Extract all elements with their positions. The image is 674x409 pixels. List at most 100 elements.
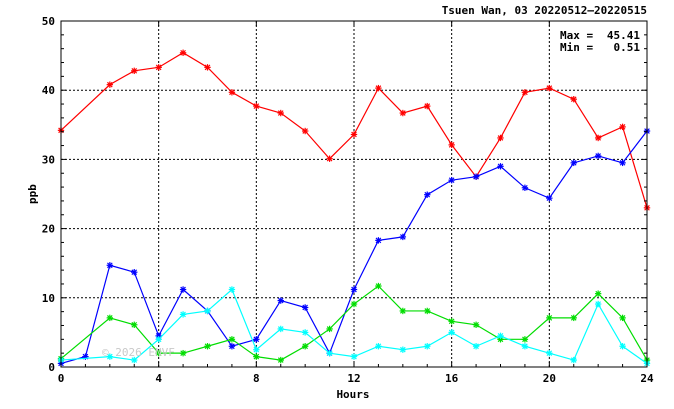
data-point <box>228 336 236 343</box>
data-point <box>619 159 626 167</box>
min-value: 0.51 <box>614 41 641 54</box>
y-tick-label: 30 <box>42 153 55 166</box>
chart-title: Tsuen Wan, 03 20220512–20220515 <box>442 4 647 17</box>
data-point <box>546 314 553 322</box>
data-point <box>570 95 577 103</box>
data-point <box>228 286 236 293</box>
data-point <box>570 356 577 364</box>
data-point <box>399 109 407 117</box>
data-point <box>277 109 284 117</box>
data-point <box>131 356 138 364</box>
data-point <box>594 134 602 142</box>
y-tick-label: 40 <box>42 84 55 97</box>
data-point <box>155 349 162 357</box>
data-point <box>253 102 260 110</box>
y-tick-label: 50 <box>42 15 55 28</box>
x-tick-label: 4 <box>155 372 162 385</box>
data-point <box>326 155 333 162</box>
data-point <box>228 343 236 350</box>
data-point <box>253 346 260 353</box>
data-point <box>399 233 407 241</box>
data-point <box>301 343 309 350</box>
data-point <box>594 152 602 160</box>
y-axis-label: ppb <box>26 184 39 204</box>
y-tick-label: 20 <box>42 223 55 236</box>
data-point <box>301 304 309 311</box>
x-tick-label: 16 <box>445 372 459 385</box>
data-point <box>375 343 382 350</box>
data-point <box>179 49 187 56</box>
data-point <box>424 343 431 350</box>
data-point <box>448 329 455 336</box>
data-point <box>472 173 480 180</box>
y-tick-label: 10 <box>42 292 55 305</box>
data-point <box>277 325 284 333</box>
data-point <box>546 194 553 202</box>
data-point <box>399 307 407 315</box>
data-point <box>179 311 187 318</box>
data-point <box>253 336 260 343</box>
x-tick-label: 20 <box>543 372 556 385</box>
data-point <box>131 268 138 276</box>
data-point <box>497 163 504 170</box>
data-point <box>155 336 162 343</box>
series-line <box>60 288 648 364</box>
data-point <box>326 325 333 333</box>
series-line <box>60 285 648 361</box>
x-tick-label: 8 <box>253 372 260 385</box>
data-point <box>546 349 553 357</box>
data-point <box>277 356 284 364</box>
max-value: 45.41 <box>607 29 640 42</box>
series-2 <box>57 127 651 367</box>
data-point <box>253 353 260 360</box>
axis-ticks: 0 4 8 12 16 20 24 0 10 20 30 40 50 <box>42 15 654 385</box>
data-point <box>179 286 187 293</box>
data-point <box>448 141 455 149</box>
data-point <box>546 84 553 92</box>
data-point <box>497 332 504 340</box>
data-point <box>277 297 284 304</box>
data-point <box>448 176 455 184</box>
data-point <box>106 262 114 269</box>
data-point <box>619 343 626 350</box>
data-point <box>326 349 333 357</box>
data-point <box>350 300 358 308</box>
data-point <box>399 346 407 353</box>
data-point <box>424 191 431 198</box>
data-point <box>521 184 529 191</box>
data-point <box>350 131 358 138</box>
data-point <box>521 89 529 96</box>
data-point <box>619 123 626 131</box>
series-layer <box>57 49 651 367</box>
data-point <box>424 102 431 110</box>
data-point <box>570 159 577 167</box>
data-point <box>594 290 602 297</box>
data-point <box>204 343 211 350</box>
data-point <box>350 353 358 360</box>
data-point <box>350 286 358 293</box>
data-point <box>375 282 382 290</box>
data-point <box>131 321 138 328</box>
x-tick-label: 24 <box>640 372 654 385</box>
grid <box>61 21 647 367</box>
data-point <box>472 343 480 350</box>
data-point <box>301 127 309 135</box>
data-point <box>619 314 626 322</box>
data-point <box>497 134 504 142</box>
x-tick-label: 0 <box>58 372 65 385</box>
data-point <box>570 314 577 322</box>
data-point <box>179 349 187 357</box>
data-point <box>301 329 309 336</box>
data-point <box>204 307 211 315</box>
series-4 <box>57 286 651 367</box>
x-axis-label: Hours <box>336 388 369 401</box>
x-tick-label: 12 <box>347 372 360 385</box>
data-point <box>106 314 114 322</box>
y-tick-label: 0 <box>48 361 55 374</box>
data-point <box>228 89 236 96</box>
data-point <box>106 353 114 360</box>
data-point <box>448 318 455 325</box>
data-point <box>521 336 529 343</box>
data-point <box>424 307 431 315</box>
